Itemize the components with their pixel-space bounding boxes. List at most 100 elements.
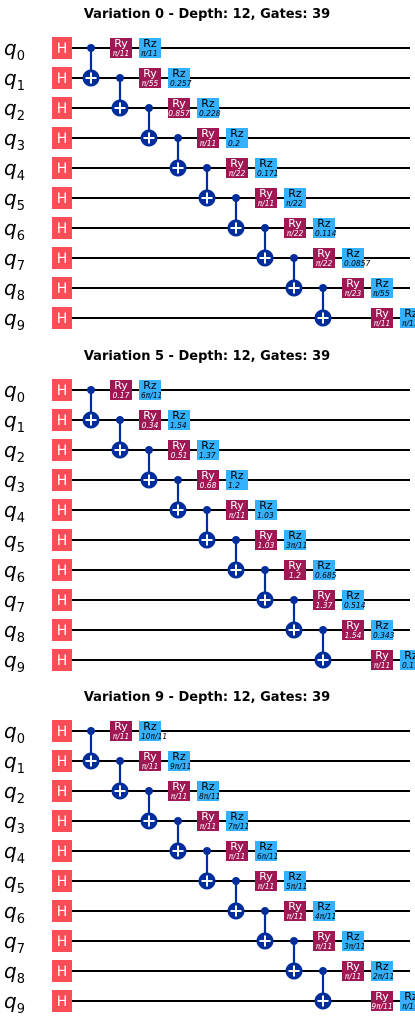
cnot-control-dot [145, 104, 153, 112]
rz-gate-param: 7π/11 [228, 822, 249, 831]
rz-gate-label: Rz [172, 67, 186, 80]
ry-gate-param: π/11 [200, 139, 217, 148]
h-gate-label: H [57, 311, 68, 327]
rz-gate-label: Rz [259, 840, 273, 853]
cnot-control-dot [290, 937, 298, 945]
h-gate [52, 307, 72, 329]
ry-gate-label: Ry [346, 277, 360, 290]
h-gate-label: H [57, 934, 68, 950]
cnot-control-dot [116, 74, 124, 82]
cnot-control-dot [87, 386, 95, 394]
ry-gate-param: 0.857 [168, 109, 190, 118]
qubit-label: q9 [4, 989, 25, 1017]
cnot-control-dot [87, 44, 95, 52]
rz-gate-label: Rz [375, 960, 389, 973]
cnot-control-dot [203, 847, 211, 855]
ry-gate [110, 380, 132, 400]
rz-gate [139, 721, 161, 741]
ry-gate [226, 500, 248, 520]
rz-gate-param: 10π/11 [141, 732, 167, 741]
rz-gate-param: 0.685 [315, 571, 337, 580]
ry-gate-param: 1.37 [316, 601, 333, 610]
h-gate [52, 589, 72, 611]
h-gate-label: H [57, 563, 68, 579]
rz-gate [400, 650, 415, 670]
qubit-label: q6 [4, 899, 25, 927]
qubit-label: q0 [4, 378, 25, 406]
h-gate [52, 247, 72, 269]
rz-gate [313, 901, 335, 921]
h-gate-label: H [57, 71, 68, 87]
cnot-control-dot [319, 284, 327, 292]
rz-gate [226, 811, 248, 831]
h-gate-label: H [57, 653, 68, 669]
ry-gate-label: Ry [375, 307, 389, 320]
rz-gate-label: Rz [201, 97, 215, 110]
rz-gate-param: 3π/11 [344, 942, 365, 951]
cnot-control-dot [174, 134, 182, 142]
h-gate [52, 649, 72, 671]
cnot-control-dot [261, 224, 269, 232]
rz-gate-label: Rz [259, 499, 273, 512]
rz-gate-param: 0.0857 [344, 259, 370, 268]
cnot-control-dot [174, 817, 182, 825]
ry-gate [313, 590, 335, 610]
h-gate [52, 277, 72, 299]
ry-gate-label: Ry [230, 157, 244, 170]
circuit-variation-0: Variation 0 - Depth: 12, Gates: 39 q0q1q2… [4, 7, 415, 334]
h-gate-label: H [57, 964, 68, 980]
qubit-label: q5 [4, 869, 25, 897]
rz-gate [255, 500, 277, 520]
rz-gate-label: Rz [288, 870, 302, 883]
rz-gate-param: 0.228 [199, 109, 221, 118]
ry-gate-param: π/23 [345, 289, 362, 298]
ry-gate-label: Ry [288, 217, 302, 230]
rz-gate [371, 620, 393, 640]
ry-gate-param: π/22 [316, 259, 333, 268]
rz-gate [284, 188, 306, 208]
h-gate [52, 559, 72, 581]
cnot-control-dot [203, 506, 211, 514]
rz-gate-param: π/22 [286, 199, 303, 208]
ry-gate-label: Ry [172, 439, 186, 452]
ry-gate [226, 158, 248, 178]
rz-gate [226, 128, 248, 148]
rz-gate-param: 5π/11 [286, 882, 307, 891]
circuit-variation-1: Variation 5 - Depth: 12, Gates: 39 q0q1q2… [4, 349, 415, 676]
ry-gate-label: Ry [172, 97, 186, 110]
h-gate [52, 37, 72, 59]
qubit-label: q0 [4, 36, 25, 64]
ry-gate [139, 410, 161, 430]
h-gate-label: H [57, 844, 68, 860]
ry-gate-param: π/22 [229, 169, 246, 178]
cnot-control-dot [116, 757, 124, 765]
qubit-label: q4 [4, 156, 25, 184]
cnot-control-dot [232, 877, 240, 885]
ry-gate-label: Ry [143, 67, 157, 80]
qubit-label: q1 [4, 66, 25, 94]
h-gate [52, 529, 72, 551]
qubit-label: q6 [4, 216, 25, 244]
h-gate [52, 870, 72, 892]
ry-gate-label: Ry [230, 840, 244, 853]
rz-gate-param: 1.37 [199, 451, 216, 460]
circuit-title: Variation 5 - Depth: 12, Gates: 39 [84, 349, 330, 364]
ry-gate [284, 218, 306, 238]
ry-gate-param: 0.34 [142, 421, 159, 430]
ry-gate-label: Ry [201, 127, 215, 140]
qubit-label: q8 [4, 959, 25, 987]
ry-gate-param: 1.03 [258, 541, 275, 550]
rz-gate-param: 0.514 [344, 601, 366, 610]
qubit-label: q5 [4, 186, 25, 214]
ry-gate-label: Ry [230, 499, 244, 512]
ry-gate-label: Ry [259, 870, 273, 883]
h-gate [52, 217, 72, 239]
ry-gate [197, 811, 219, 831]
ry-gate-param: π/11 [113, 49, 130, 58]
rz-gate-label: Rz [404, 307, 415, 320]
rz-gate [342, 590, 364, 610]
qubit-label: q8 [4, 276, 25, 304]
ry-gate [342, 961, 364, 981]
cnot-control-dot [145, 787, 153, 795]
rz-gate [255, 158, 277, 178]
